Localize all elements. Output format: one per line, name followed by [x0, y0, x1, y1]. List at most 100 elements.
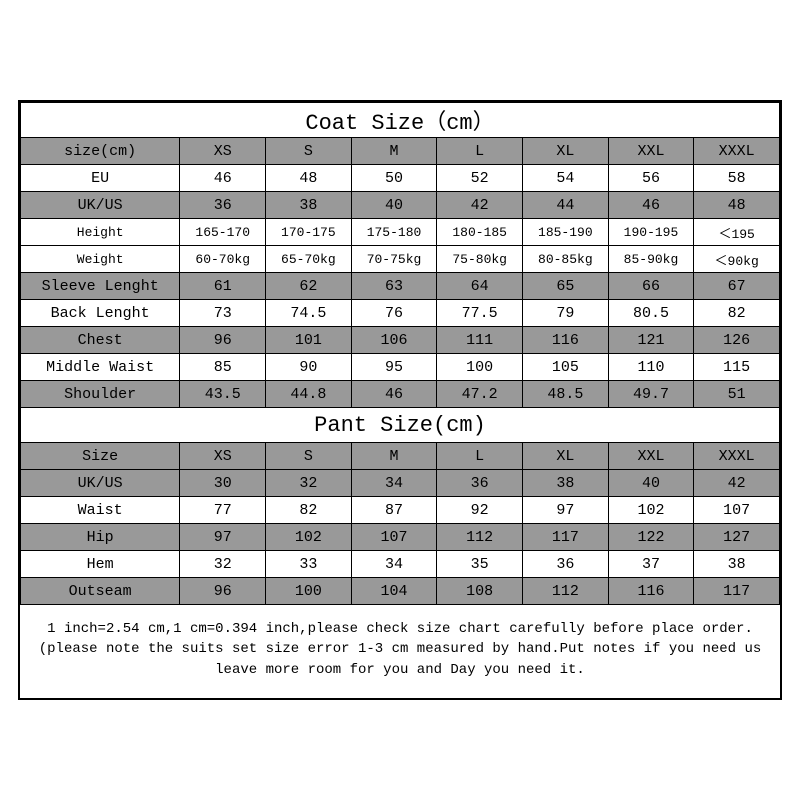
table-row: Middle Waist859095100105110115 — [21, 354, 780, 381]
cell: 97 — [180, 524, 266, 551]
row-label: Hip — [21, 524, 180, 551]
table-row: Hip97102107112117122127 — [21, 524, 780, 551]
cell: 47.2 — [437, 381, 523, 408]
cell: 104 — [351, 578, 437, 605]
cell: 100 — [266, 578, 352, 605]
cell: XL — [523, 138, 609, 165]
cell: 117 — [523, 524, 609, 551]
row-label: Waist — [21, 497, 180, 524]
row-label: Chest — [21, 327, 180, 354]
table-row: Shoulder43.544.84647.248.549.751 — [21, 381, 780, 408]
cell: 85-90kg — [608, 246, 694, 273]
row-label: Middle Waist — [21, 354, 180, 381]
table-row: Hem32333435363738 — [21, 551, 780, 578]
cell: 126 — [694, 327, 780, 354]
table-row: EU46485052545658 — [21, 165, 780, 192]
cell: 107 — [351, 524, 437, 551]
cell: XL — [523, 443, 609, 470]
cell: 65 — [523, 273, 609, 300]
cell: 105 — [523, 354, 609, 381]
row-label: UK/US — [21, 470, 180, 497]
cell: 80-85kg — [523, 246, 609, 273]
cell: ＜90kg — [694, 246, 780, 273]
cell: 100 — [437, 354, 523, 381]
cell: 38 — [523, 470, 609, 497]
table-row: Sleeve Lenght61626364656667 — [21, 273, 780, 300]
table-row: Height165-170170-175175-180180-185185-19… — [21, 219, 780, 246]
cell: 82 — [266, 497, 352, 524]
cell: 112 — [437, 524, 523, 551]
row-label: Size — [21, 443, 180, 470]
cell: 40 — [608, 470, 694, 497]
row-label: UK/US — [21, 192, 180, 219]
cell: M — [351, 138, 437, 165]
cell: 62 — [266, 273, 352, 300]
cell: 51 — [694, 381, 780, 408]
cell: 73 — [180, 300, 266, 327]
cell: M — [351, 443, 437, 470]
cell: 97 — [523, 497, 609, 524]
cell: 92 — [437, 497, 523, 524]
cell: 48 — [266, 165, 352, 192]
cell: 32 — [266, 470, 352, 497]
cell: 40 — [351, 192, 437, 219]
cell: 34 — [351, 470, 437, 497]
cell: 170-175 — [266, 219, 352, 246]
cell: 43.5 — [180, 381, 266, 408]
cell: 117 — [694, 578, 780, 605]
cell: 116 — [608, 578, 694, 605]
cell: 77 — [180, 497, 266, 524]
cell: XXL — [608, 443, 694, 470]
table-row: Back Lenght7374.57677.57980.582 — [21, 300, 780, 327]
cell: 75-80kg — [437, 246, 523, 273]
cell: 80.5 — [608, 300, 694, 327]
cell: 58 — [694, 165, 780, 192]
cell: 175-180 — [351, 219, 437, 246]
size-chart-container: Coat Size（cm）size(cm)XSSMLXLXXLXXXLEU464… — [18, 100, 782, 700]
cell: 116 — [523, 327, 609, 354]
cell: XXL — [608, 138, 694, 165]
cell: 70-75kg — [351, 246, 437, 273]
cell: L — [437, 138, 523, 165]
cell: 121 — [608, 327, 694, 354]
row-label: Height — [21, 219, 180, 246]
cell: 48.5 — [523, 381, 609, 408]
cell: 36 — [437, 470, 523, 497]
cell: 42 — [694, 470, 780, 497]
table-row: Outseam96100104108112116117 — [21, 578, 780, 605]
cell: 87 — [351, 497, 437, 524]
cell: XS — [180, 443, 266, 470]
cell: 64 — [437, 273, 523, 300]
cell: 127 — [694, 524, 780, 551]
cell: XS — [180, 138, 266, 165]
cell: 190-195 — [608, 219, 694, 246]
cell: 185-190 — [523, 219, 609, 246]
table-row: UK/US30323436384042 — [21, 470, 780, 497]
cell: 49.7 — [608, 381, 694, 408]
cell: 61 — [180, 273, 266, 300]
row-label: size(cm) — [21, 138, 180, 165]
cell: S — [266, 443, 352, 470]
table-row: Weight60-70kg65-70kg70-75kg75-80kg80-85k… — [21, 246, 780, 273]
size-table: Coat Size（cm）size(cm)XSSMLXLXXLXXXLEU464… — [20, 102, 780, 605]
cell: 34 — [351, 551, 437, 578]
coat-title: Coat Size（cm） — [21, 103, 780, 138]
cell: 85 — [180, 354, 266, 381]
row-label: Hem — [21, 551, 180, 578]
table-row: Waist7782879297102107 — [21, 497, 780, 524]
cell: L — [437, 443, 523, 470]
cell: 90 — [266, 354, 352, 381]
cell: 44 — [523, 192, 609, 219]
cell: 36 — [523, 551, 609, 578]
row-label: Weight — [21, 246, 180, 273]
cell: 67 — [694, 273, 780, 300]
cell: 65-70kg — [266, 246, 352, 273]
cell: 82 — [694, 300, 780, 327]
table-row: UK/US36384042444648 — [21, 192, 780, 219]
cell: 63 — [351, 273, 437, 300]
cell: 110 — [608, 354, 694, 381]
cell: 108 — [437, 578, 523, 605]
cell: 52 — [437, 165, 523, 192]
cell: 46 — [180, 165, 266, 192]
row-label: Outseam — [21, 578, 180, 605]
